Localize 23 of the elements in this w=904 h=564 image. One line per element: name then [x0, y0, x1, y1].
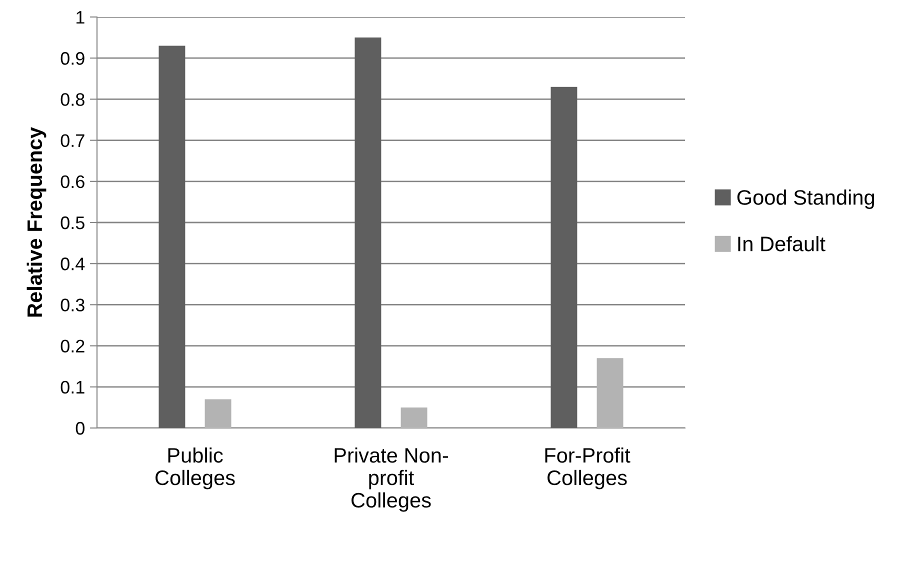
legend-label: In Default — [738, 236, 826, 252]
y-tick-label: 0.3 — [60, 298, 84, 312]
bar — [158, 46, 186, 428]
y-axis-title: Relative Frequency — [26, 127, 46, 317]
legend-label: Good Standing — [737, 190, 874, 209]
y-tick-label: 0.6 — [60, 175, 84, 188]
y-tick-label: 0.1 — [60, 380, 84, 394]
y-tick-label: 0.9 — [60, 52, 84, 65]
bar — [400, 407, 428, 428]
y-tick-label: 0.7 — [60, 134, 84, 148]
y-tick-label: 0.5 — [60, 216, 84, 230]
bar — [354, 38, 382, 428]
y-tick-label: 0.2 — [60, 340, 84, 353]
y-tick-label: 1 — [76, 11, 84, 24]
bar — [204, 399, 232, 428]
y-tick-label: 0.4 — [60, 258, 85, 270]
bar — [550, 86, 578, 428]
bar — [596, 358, 624, 428]
y-tick-label: 0 — [76, 422, 84, 435]
y-tick-label: 0.8 — [60, 93, 84, 106]
x-tick-label: Public Colleges — [156, 447, 235, 490]
x-tick-label: For-Profit Colleges — [545, 447, 630, 490]
x-tick-label: Private Non- profit Colleges — [334, 447, 448, 512]
